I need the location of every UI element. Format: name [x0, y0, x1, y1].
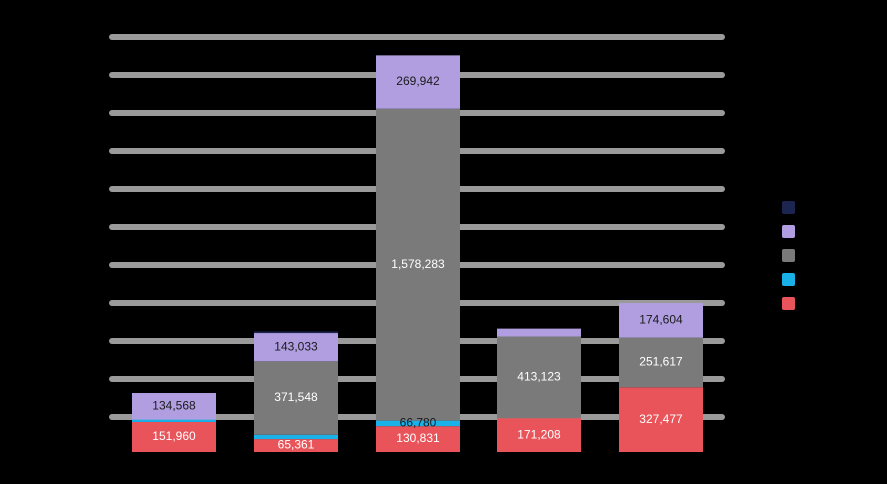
bar-segment [619, 387, 703, 452]
bar-segment [254, 333, 338, 362]
bar-segment [132, 419, 216, 422]
data-label: 413,123 [517, 370, 561, 384]
bar-segment [376, 108, 460, 421]
data-label: 251,617 [639, 355, 683, 369]
bar-segment [497, 336, 581, 419]
bar-segment [497, 418, 581, 452]
legend-swatch [782, 273, 795, 286]
legend-swatch [782, 297, 795, 310]
data-label: 371,548 [274, 390, 318, 404]
data-label: 65,361 [278, 438, 315, 452]
data-label: 1,578,283 [391, 257, 445, 271]
data-label: 134,568 [152, 398, 196, 412]
bar-segment [376, 55, 460, 109]
data-label: 174,604 [639, 312, 683, 326]
data-label: 269,942 [396, 74, 440, 88]
data-label: 327,477 [639, 412, 683, 426]
bar-segment [497, 328, 581, 337]
bar-segment [619, 337, 703, 388]
legend-swatch [782, 249, 795, 262]
bar-segment [132, 393, 216, 420]
data-label: 171,208 [517, 427, 561, 441]
data-label: 151,960 [152, 429, 196, 443]
data-labels: 151,960 134,568 65,361 371,548 143,033 130,83… [152, 74, 683, 452]
legend-swatch [782, 225, 795, 238]
bar-segment [619, 303, 703, 338]
data-label: 130,831 [396, 431, 440, 445]
legend-swatch [782, 201, 795, 214]
bar-segment [254, 361, 338, 435]
data-label: 143,033 [274, 339, 318, 353]
bar-segment [132, 421, 216, 452]
legend [782, 201, 795, 310]
bars [132, 55, 703, 452]
bar-segment [254, 439, 338, 452]
data-label: 66,780 [400, 416, 437, 430]
bar-segment [254, 434, 338, 440]
bar-segment [254, 331, 338, 334]
bar-segment [376, 420, 460, 427]
bar-segment [376, 426, 460, 452]
